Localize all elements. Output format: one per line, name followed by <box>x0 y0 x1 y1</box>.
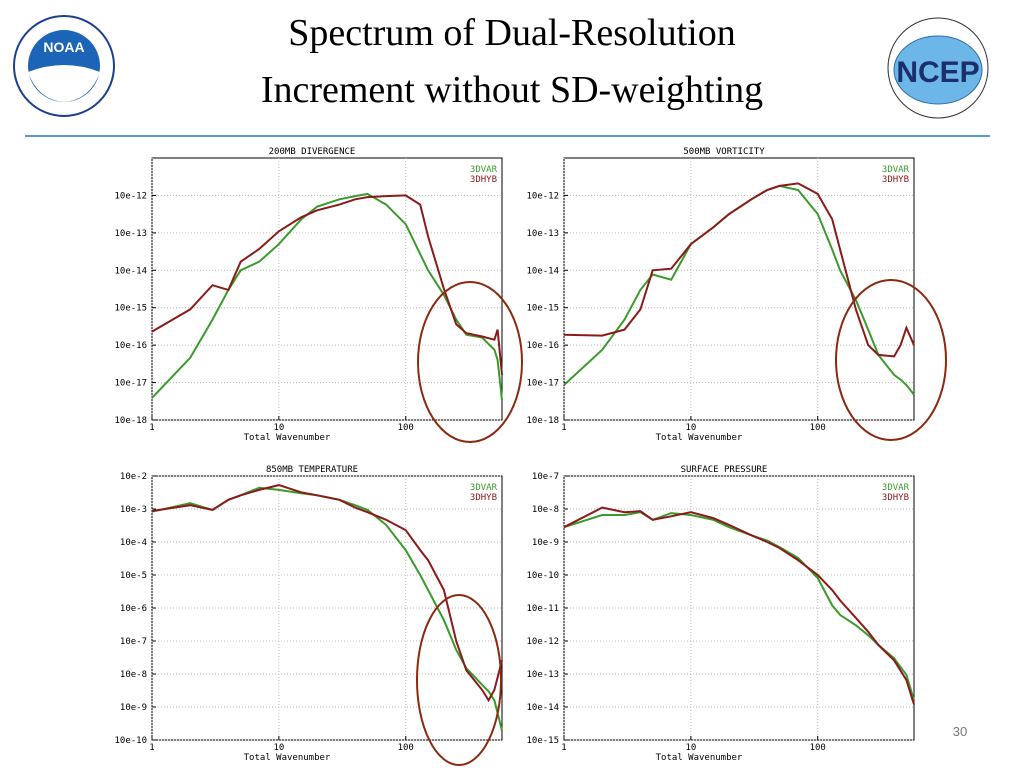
y-tick-label: 10e-14 <box>526 266 559 276</box>
chart-title: 850MB TEMPERATURE <box>266 465 358 475</box>
y-tick-label: 10e-18 <box>114 416 147 426</box>
legend-entry: 3DHYB <box>470 175 497 185</box>
x-axis-label: Total Wavenumber <box>656 753 743 763</box>
y-tick-label: 10e-16 <box>114 341 147 351</box>
logo-text: NOAA <box>43 39 84 55</box>
x-axis-label: Total Wavenumber <box>244 753 331 763</box>
y-tick-label: 10e-18 <box>526 416 559 426</box>
y-tick-label: 10e-9 <box>532 538 559 548</box>
x-tick-label: 100 <box>810 423 826 433</box>
y-tick-label: 10e-14 <box>114 266 147 276</box>
y-tick-label: 10e-8 <box>120 670 147 680</box>
x-tick-label: 100 <box>810 743 826 753</box>
y-tick-label: 10e-7 <box>532 472 559 482</box>
page-number: 30 <box>953 724 967 739</box>
x-tick-label: 1 <box>561 743 566 753</box>
x-tick-label: 10 <box>685 423 696 433</box>
y-tick-label: 10e-5 <box>120 571 147 581</box>
x-tick-label: 10 <box>685 743 696 753</box>
y-tick-label: 10e-17 <box>526 379 559 389</box>
plot-frame <box>563 157 915 421</box>
noaa-logo: NOAA <box>13 15 115 117</box>
highlight-ellipse <box>417 281 523 443</box>
y-tick-label: 10e-13 <box>526 670 559 680</box>
y-tick-label: 10e-14 <box>526 703 559 713</box>
y-tick-label: 10e-3 <box>120 505 147 515</box>
y-tick-label: 10e-13 <box>114 229 147 239</box>
highlight-ellipse <box>416 594 502 766</box>
highlight-ellipse <box>835 279 947 441</box>
slide-title: Spectrum of Dual-Resolution <box>288 12 735 54</box>
series-line <box>151 484 503 703</box>
x-tick-label: 10 <box>273 423 284 433</box>
y-tick-label: 10e-12 <box>526 637 559 647</box>
x-tick-label: 1 <box>149 423 154 433</box>
y-tick-label: 10e-9 <box>120 703 147 713</box>
y-tick-label: 10e-8 <box>532 505 559 515</box>
legend-entry: 3DHYB <box>882 175 909 185</box>
y-tick-label: 10e-11 <box>526 604 559 614</box>
y-tick-label: 10e-12 <box>114 191 147 201</box>
series-line <box>563 182 915 358</box>
legend-entry: 3DVAR <box>470 483 498 493</box>
x-axis-label: Total Wavenumber <box>656 433 743 443</box>
y-tick-label: 10e-10 <box>114 736 147 746</box>
y-tick-label: 10e-2 <box>120 472 147 482</box>
x-axis-label: Total Wavenumber <box>244 433 331 443</box>
y-tick-label: 10e-6 <box>120 604 147 614</box>
series-line <box>151 192 503 401</box>
logo-text: NCEP <box>896 56 979 89</box>
legend-entry: 3DVAR <box>882 483 910 493</box>
chart-title: 500MB VORTICITY <box>683 147 765 157</box>
x-tick-label: 10 <box>273 743 284 753</box>
series-line <box>563 506 915 705</box>
slide-title: Increment without SD-weighting <box>261 69 763 111</box>
x-tick-label: 100 <box>398 423 414 433</box>
legend-entry: 3DVAR <box>882 165 910 175</box>
y-tick-label: 10e-13 <box>526 229 559 239</box>
y-tick-label: 10e-7 <box>120 637 147 647</box>
chart-title: 200MB DIVERGENCE <box>269 147 356 157</box>
x-tick-label: 1 <box>149 743 154 753</box>
y-tick-label: 10e-15 <box>114 304 147 314</box>
y-tick-label: 10e-10 <box>526 571 559 581</box>
y-tick-label: 10e-4 <box>120 538 147 548</box>
y-tick-label: 10e-17 <box>114 379 147 389</box>
y-tick-label: 10e-16 <box>526 341 559 351</box>
legend-entry: 3DHYB <box>470 493 497 503</box>
x-tick-label: 100 <box>398 743 414 753</box>
y-tick-label: 10e-15 <box>526 304 559 314</box>
x-tick-label: 1 <box>561 423 566 433</box>
series-line <box>151 194 503 375</box>
legend-entry: 3DHYB <box>882 493 909 503</box>
y-tick-label: 10e-12 <box>526 191 559 201</box>
y-tick-label: 10e-15 <box>526 736 559 746</box>
legend-entry: 3DVAR <box>470 165 498 175</box>
ncep-logo: NCEP <box>887 17 989 119</box>
charts: 10e-12 10e-13 10e-14 10e-15 10e-16 10e-17 10e-… <box>114 147 915 763</box>
chart-title: SURFACE PRESSURE <box>681 465 768 475</box>
